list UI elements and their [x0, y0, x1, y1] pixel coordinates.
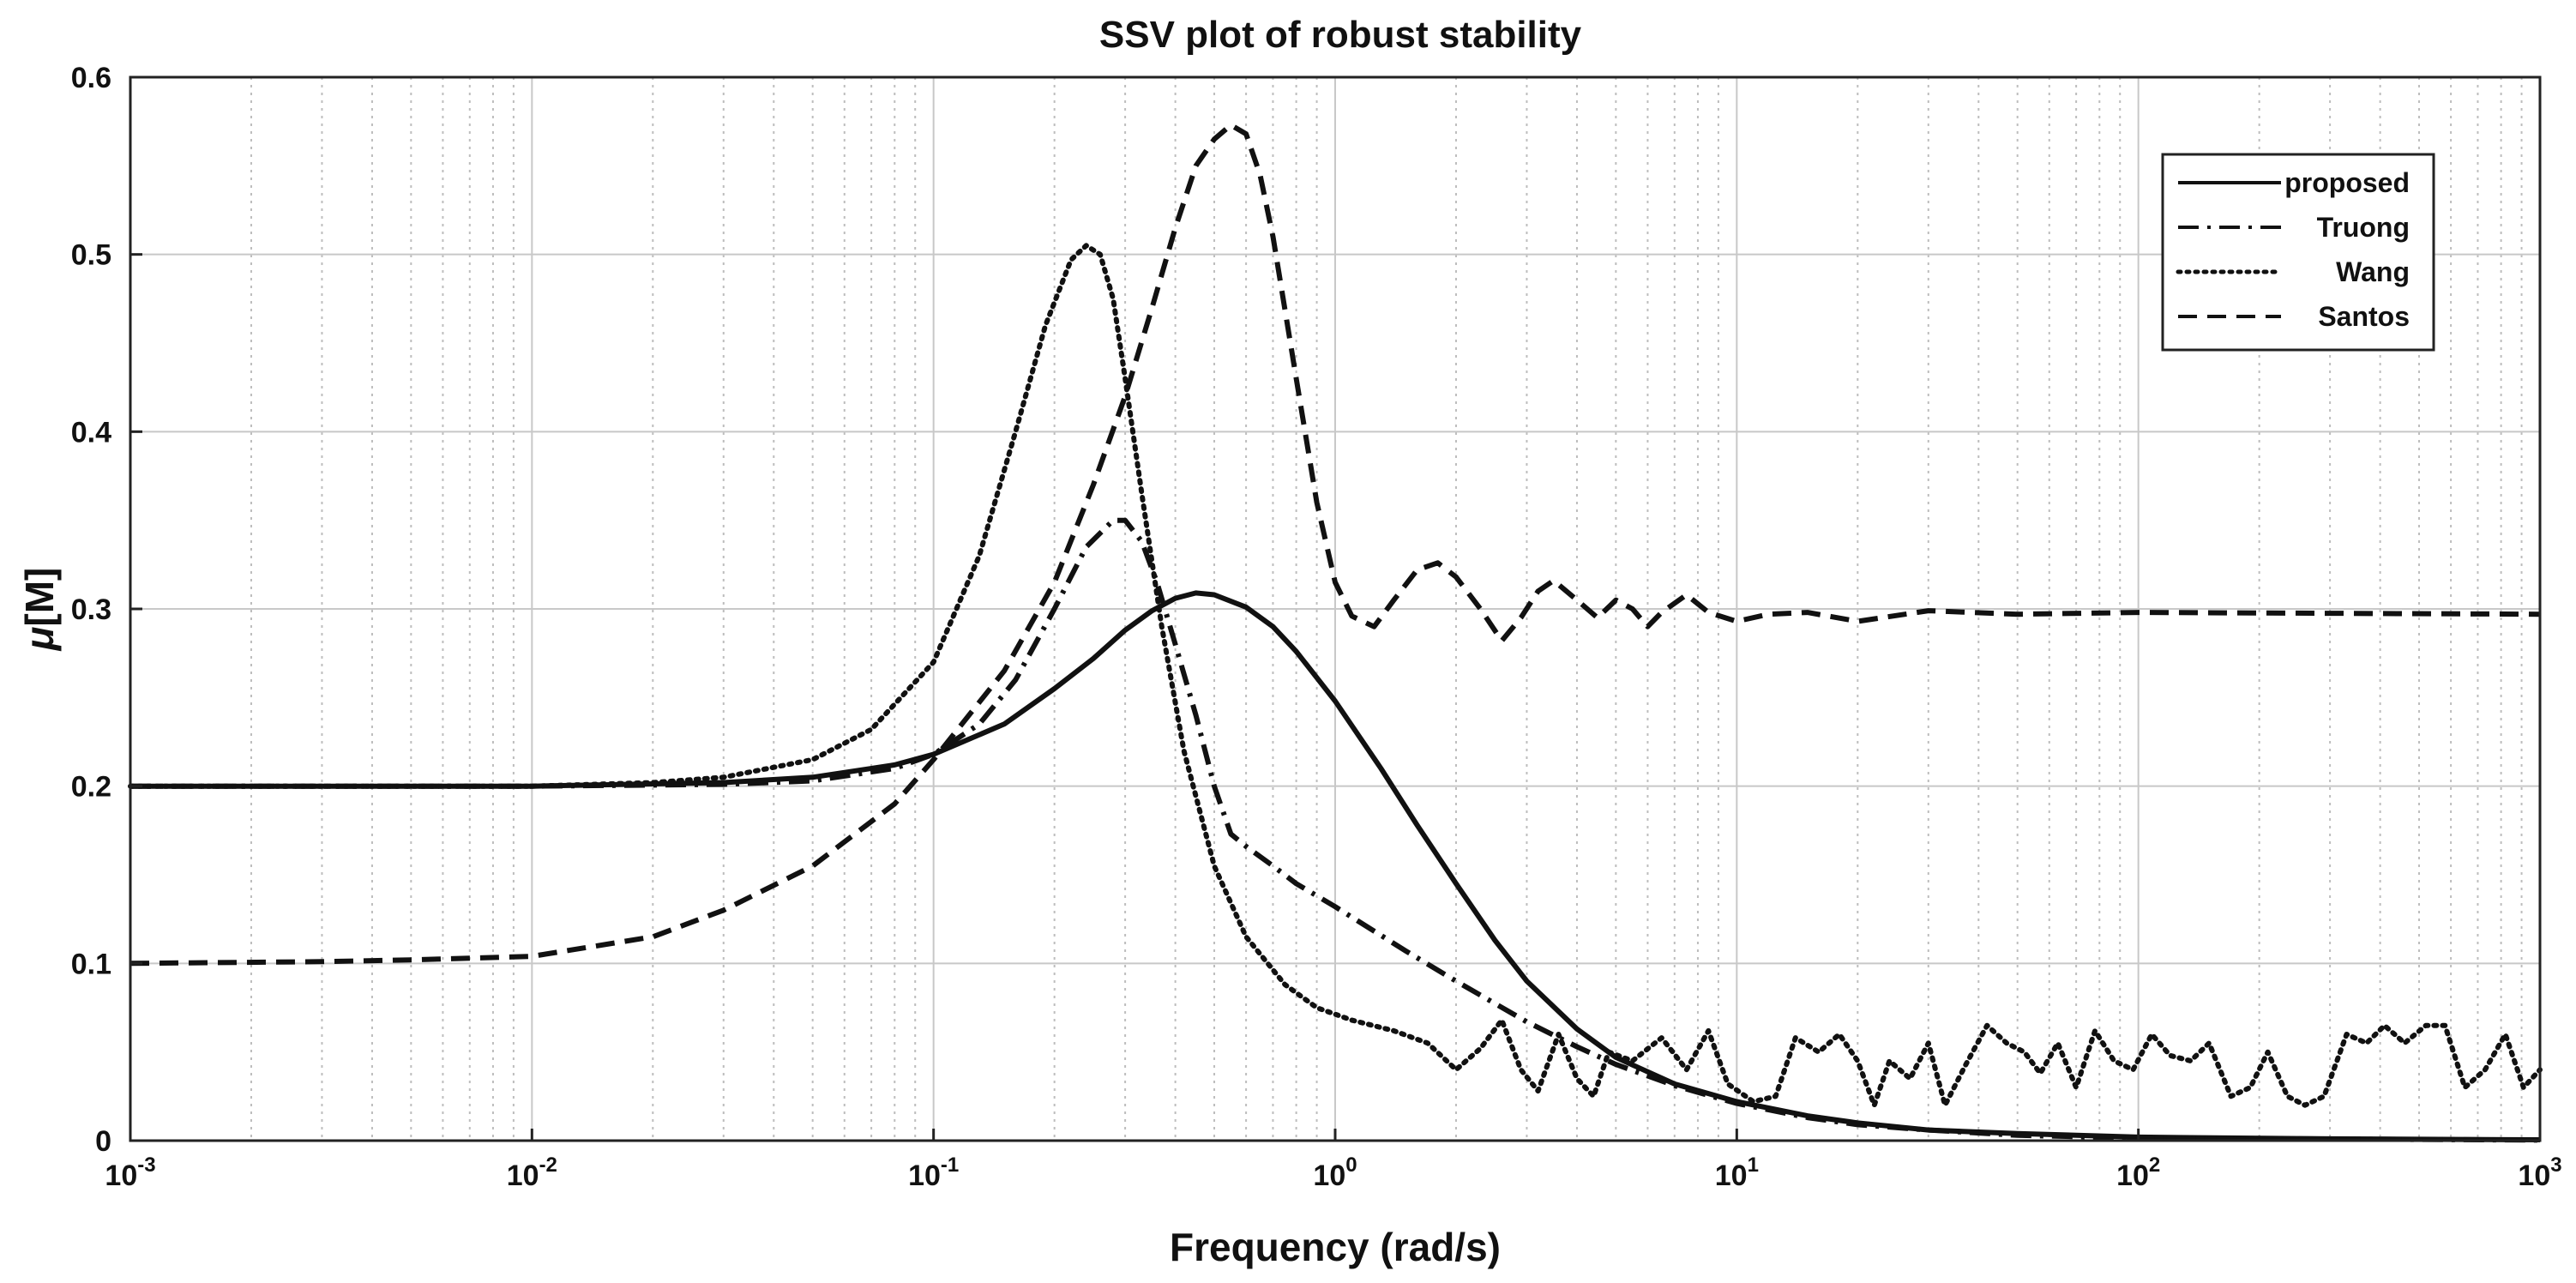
x-tick-exponent: -2 — [539, 1153, 557, 1177]
y-ticks: 0 0.1 0.2 0.3 0.4 0.5 0.6 — [71, 62, 142, 1158]
y-tick-label: 0.4 — [71, 416, 111, 449]
x-tick-label: 10-1 — [908, 1153, 959, 1192]
y-tick-label: 0.5 — [71, 239, 111, 272]
x-tick-base: 10 — [105, 1160, 137, 1192]
x-tick-label: 100 — [1313, 1153, 1357, 1192]
y-axis-label-text: [M] — [17, 568, 62, 627]
legend-label-truong: Truong — [2317, 212, 2410, 243]
x-tick-label: 101 — [1715, 1153, 1759, 1192]
x-ticks: 10-3 10-2 10-1 100 101 102 103 — [105, 1129, 2562, 1192]
y-tick-label: 0.3 — [71, 593, 111, 626]
x-tick-label: 103 — [2518, 1153, 2561, 1192]
x-tick-exponent: 3 — [2550, 1153, 2561, 1177]
series-line-proposed — [130, 590, 2541, 1142]
x-tick-label: 10-3 — [105, 1153, 155, 1192]
x-tick-exponent: 1 — [1748, 1153, 1759, 1177]
y-tick-label: 0 — [95, 1125, 111, 1158]
x-tick-base: 10 — [908, 1160, 941, 1192]
x-tick-base: 10 — [2518, 1160, 2550, 1192]
y-tick-label: 0.1 — [71, 948, 111, 980]
chart-title: SSV plot of robust stability — [1099, 14, 1582, 56]
x-tick-exponent: 2 — [2149, 1153, 2160, 1177]
x-tick-label: 10-2 — [507, 1153, 557, 1192]
x-tick-exponent: -3 — [137, 1153, 155, 1177]
y-axis-label: μ[M] — [17, 568, 62, 653]
x-tick-base: 10 — [2116, 1160, 2149, 1192]
y-tick-label: 0.6 — [71, 62, 111, 94]
y-tick-label: 0.2 — [71, 771, 111, 804]
x-tick-exponent: -1 — [941, 1153, 959, 1177]
legend-label-wang: Wang — [2336, 256, 2410, 287]
legend-label-proposed: proposed — [2284, 167, 2410, 198]
series-line-wang — [128, 243, 2543, 1108]
series-line-santos — [129, 122, 2541, 967]
series-line-truong — [130, 517, 2541, 1143]
x-tick-exponent: 0 — [1345, 1153, 1357, 1177]
series-layer — [128, 122, 2543, 1143]
x-tick-base: 10 — [1313, 1160, 1345, 1192]
legend-label-santos: Santos — [2318, 301, 2410, 332]
x-tick-base: 10 — [1715, 1160, 1748, 1192]
y-axis-mu-symbol: μ — [17, 626, 62, 652]
legend: proposed Truong Wang Santos — [2161, 153, 2435, 352]
x-tick-base: 10 — [507, 1160, 539, 1192]
x-tick-label: 102 — [2116, 1153, 2160, 1192]
x-axis-label: Frequency (rad/s) — [1170, 1225, 1501, 1269]
